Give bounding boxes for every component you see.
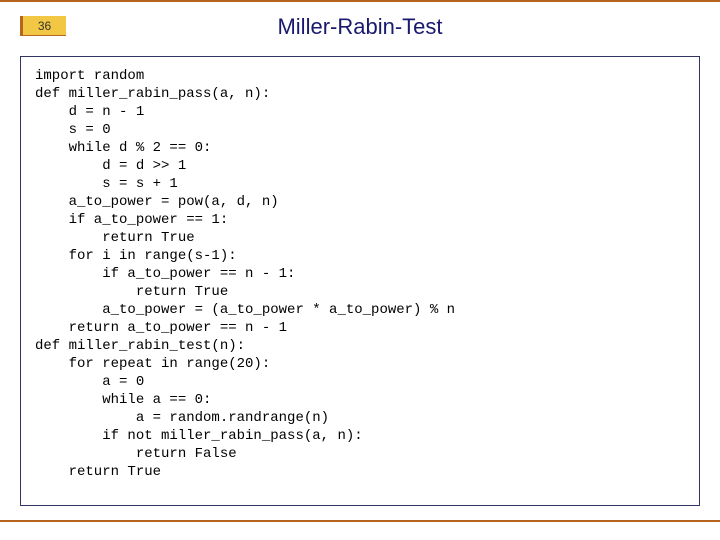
slide-title: Miller-Rabin-Test xyxy=(0,14,720,40)
slide-container: 36 Miller-Rabin-Test import random def m… xyxy=(0,0,720,540)
bottom-accent-bar xyxy=(0,520,720,522)
header-row: 36 Miller-Rabin-Test xyxy=(0,16,720,48)
code-block: import random def miller_rabin_pass(a, n… xyxy=(35,67,685,481)
top-accent-bar xyxy=(0,0,720,2)
code-frame: import random def miller_rabin_pass(a, n… xyxy=(20,56,700,506)
